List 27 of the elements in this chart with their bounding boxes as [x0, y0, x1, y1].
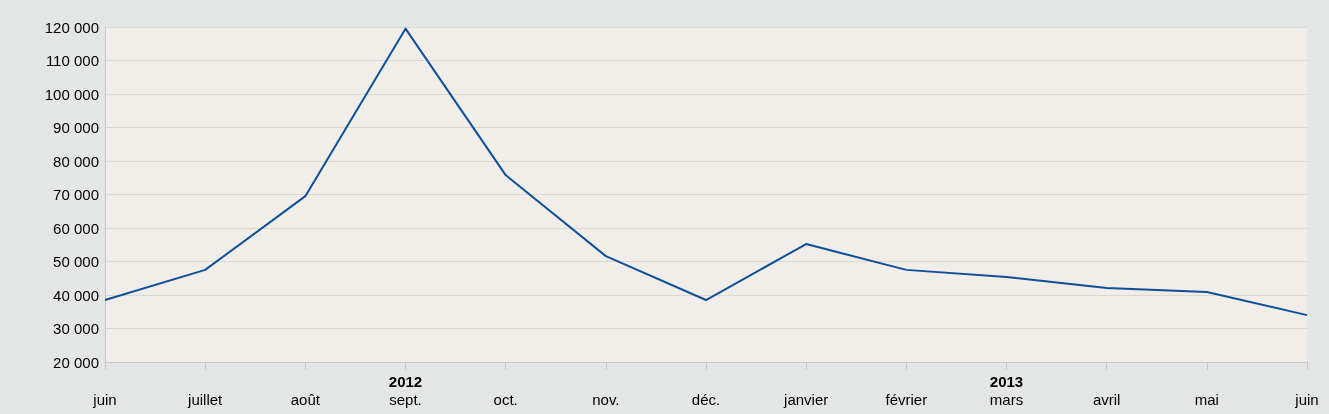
- text: 2012: [388, 372, 423, 390]
- y-tick-label: 60 000: [53, 219, 99, 237]
- y-tick-label: 80 000: [53, 152, 99, 170]
- x-tick-label: juillet: [187, 391, 224, 408]
- x-tick-label: août: [290, 391, 321, 408]
- x-tick-label: juin: [92, 391, 117, 408]
- y-tick-label: 120 000: [44, 18, 99, 36]
- y-tick-label: 40 000: [53, 286, 99, 304]
- x-tick-label: mai: [1194, 391, 1219, 408]
- text: 2013: [989, 372, 1024, 390]
- y-tick-label: 70 000: [53, 186, 99, 203]
- y-tick-label: 90 000: [53, 119, 99, 136]
- x-tick-label: déc.: [691, 391, 721, 408]
- y-tick-label: 30 000: [53, 320, 99, 337]
- x-tick-label: sept.: [389, 391, 422, 408]
- y-tick-label: 50 000: [53, 253, 99, 270]
- y-tick-label: 100 000: [44, 85, 99, 103]
- x-tick-label: janvier: [783, 391, 829, 408]
- x-tick-label: oct.: [493, 391, 518, 408]
- x-tick-label: avril: [1092, 391, 1121, 408]
- y-tick-label: 110 000: [45, 52, 99, 69]
- x-tick-label: février: [885, 391, 928, 408]
- x-tick-label: mars: [989, 391, 1024, 408]
- x-tick-label: nov.: [592, 391, 620, 408]
- y-tick-label: 20 000: [53, 353, 99, 371]
- line-series: [104, 27, 1308, 317]
- x-tick-label: juin: [1294, 391, 1319, 408]
